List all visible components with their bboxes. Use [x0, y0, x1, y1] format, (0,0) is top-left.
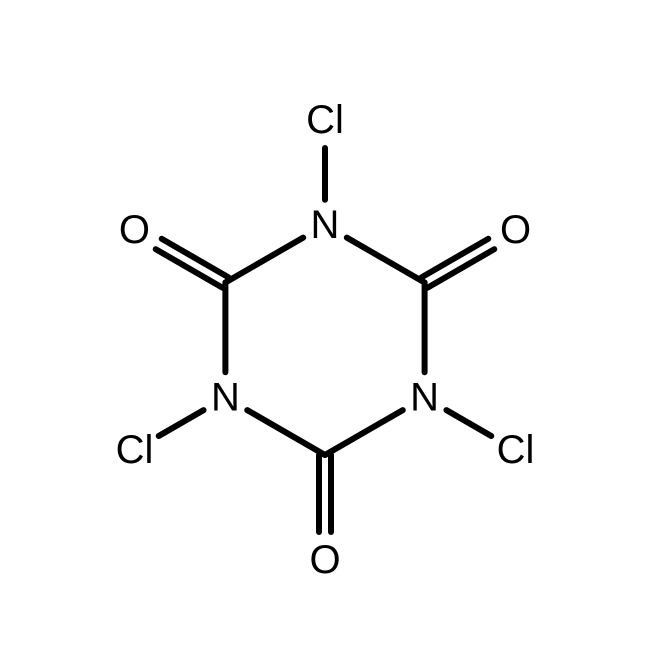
- o-atom-label: O: [500, 208, 531, 252]
- ring-bond: [325, 410, 403, 455]
- cl-atom-label: Cl: [116, 428, 154, 472]
- nitrogen-atom-label: N: [311, 203, 340, 247]
- ring-bond: [247, 410, 325, 455]
- substituent-bond: [446, 410, 491, 436]
- nitrogen-atom-label: N: [211, 376, 240, 420]
- molecule-diagram: Cl O Cl O Cl O N N N: [0, 0, 650, 650]
- cl-atom-label: Cl: [306, 98, 344, 142]
- o-atom-label: O: [309, 538, 340, 582]
- nitrogen-atom-label: N: [410, 376, 439, 420]
- ring-bond: [225, 238, 303, 283]
- ring-bond: [347, 238, 425, 283]
- substituent-bond: [159, 410, 204, 436]
- o-atom-label: O: [119, 208, 150, 252]
- cl-atom-label: Cl: [497, 428, 535, 472]
